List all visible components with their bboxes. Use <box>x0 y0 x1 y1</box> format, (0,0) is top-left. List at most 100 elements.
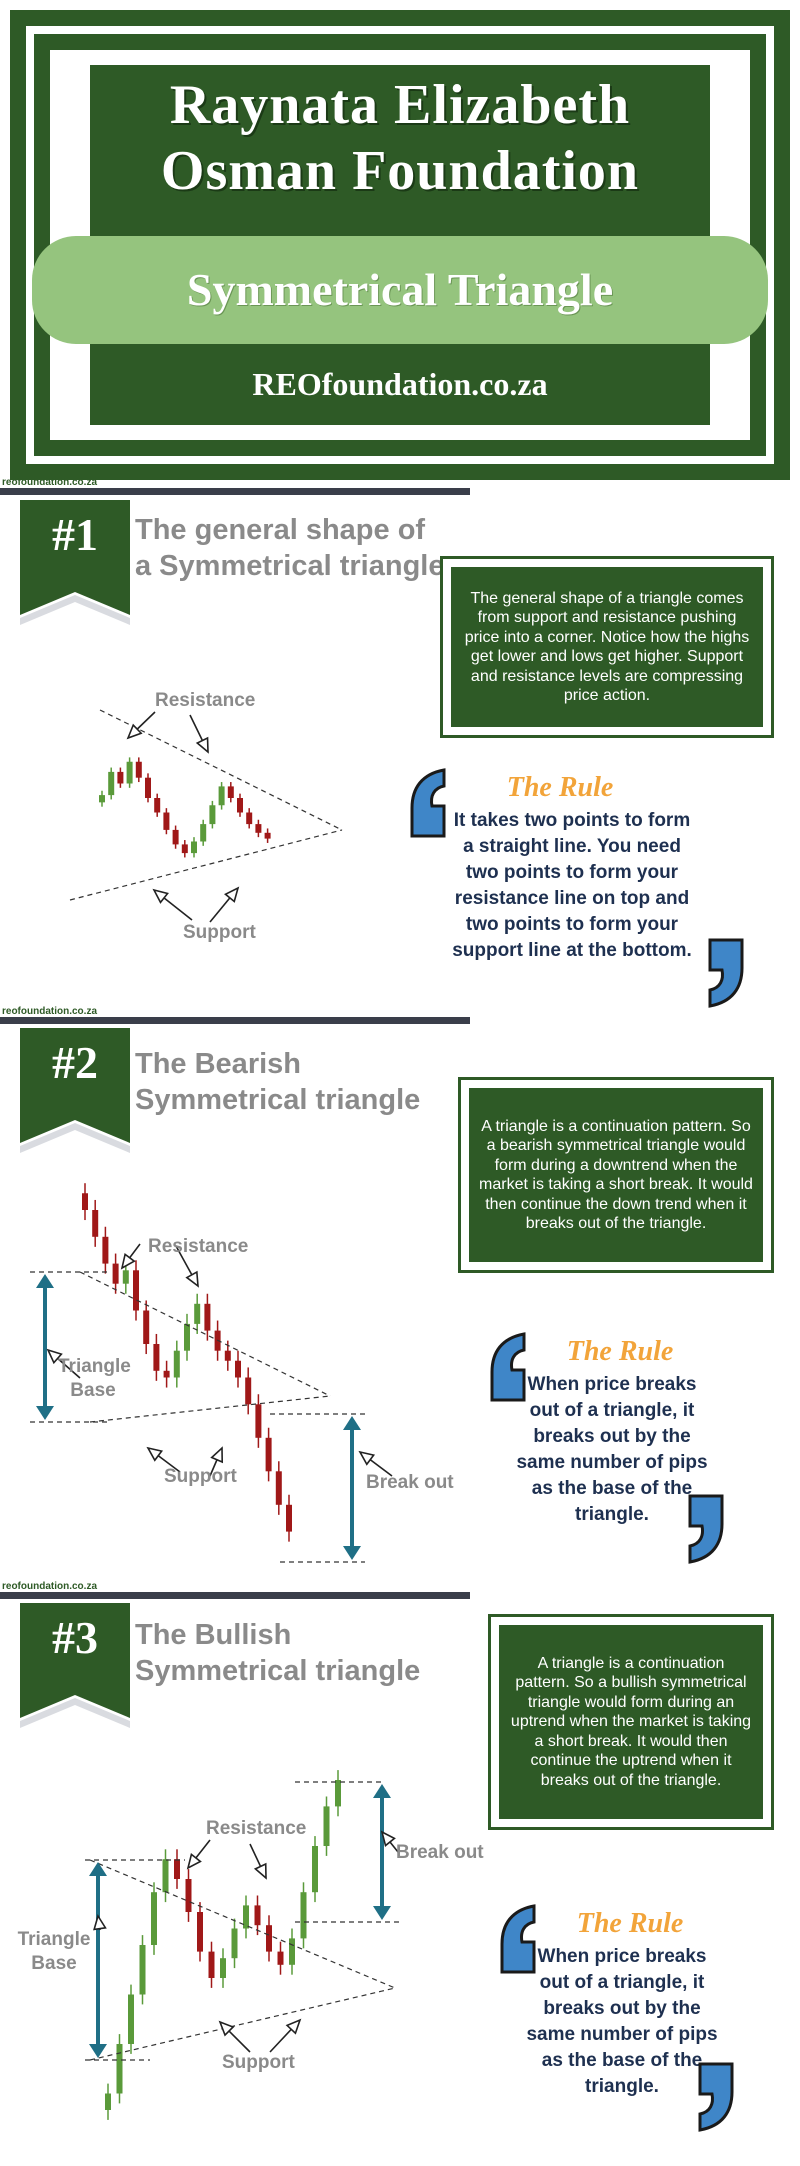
site-url[interactable]: REOfoundation.co.za <box>252 366 548 402</box>
quote-close-icon <box>688 1494 724 1564</box>
chart-1-candle-10 <box>191 841 197 854</box>
section-3-heading-line-2: Symmetrical triangle <box>135 1655 421 1687</box>
section-2-ribbon <box>20 1028 130 1153</box>
title-line-2: Osman Foundation <box>160 140 640 202</box>
chart-3-base-arrow-bottom <box>89 2044 107 2058</box>
chart-3-candle-15 <box>277 1951 284 1965</box>
chart-1-candle-11 <box>200 824 207 842</box>
chart-3-support-label: Support <box>222 2052 295 2073</box>
chart-2-support-label: Support <box>164 1466 237 1487</box>
chart-1-candle-13 <box>218 786 225 806</box>
quote-open-icon <box>500 1904 536 1974</box>
chart-3-candle-16 <box>289 1938 295 1965</box>
chart-1-support-arrow-2-head <box>224 886 240 903</box>
section-2-description-box: A triangle is a continuation pattern. So… <box>458 1077 774 1273</box>
chart-3-candle-8 <box>197 1912 203 1952</box>
chart-1-candle-17 <box>255 824 262 833</box>
chart-3-candle-20 <box>335 1780 341 1807</box>
chart-2-base-arrow-bottom <box>36 1406 54 1420</box>
quote-close-icon <box>698 2062 734 2132</box>
section-1-divider <box>0 488 470 495</box>
chart-2-resistance-line <box>79 1271 331 1397</box>
chart-2-resistance-arrow-2-head <box>185 1270 199 1288</box>
chart-1-candle-5 <box>145 777 151 798</box>
chart-3-resistance-arrow-1-head <box>186 1853 202 1870</box>
chart-3-candle-18 <box>312 1846 318 1893</box>
chart-2-support-arrow-1-head <box>146 1446 164 1462</box>
section-1-ribbon <box>20 500 130 625</box>
chart-1-support-line <box>69 829 343 901</box>
section-3-number: #3 <box>52 1612 98 1663</box>
chart-2-support-line <box>89 1395 331 1423</box>
chart-2-resistance-label: Resistance <box>148 1236 249 1257</box>
chart-2-candle-6 <box>143 1310 150 1344</box>
chart-3-support-arrow-1-head <box>218 2020 235 2037</box>
chart-3-breakout-arrow-top <box>373 1784 391 1798</box>
chart-2-candle-3 <box>112 1263 119 1284</box>
section-1-rule-text: It takes two points to form a straight l… <box>452 810 692 961</box>
chart-1-candle-18 <box>264 832 271 839</box>
chart-2-candle-9 <box>173 1350 180 1378</box>
chart-3-candle-9 <box>208 1951 215 1978</box>
quote-open-icon <box>410 768 446 838</box>
chart-2-base-label: Triangle Base <box>58 1356 131 1401</box>
chart-2-candle-8 <box>163 1370 170 1378</box>
chart-2-candle-1 <box>92 1210 99 1237</box>
chart-1-candle-12 <box>209 805 216 825</box>
chart-2-base-label-arrow-head <box>46 1348 63 1365</box>
chart-2-candle-12 <box>204 1303 211 1331</box>
chart-symmetrical-triangle <box>69 709 343 923</box>
section-3-heading: The Bullish Symmetrical triangle <box>135 1617 420 1689</box>
chart-2-candle-0 <box>82 1193 88 1210</box>
chart-1-support-label: Support <box>183 922 256 943</box>
chart-1-candle-16 <box>246 812 253 825</box>
chart-2-support-arrow-2-head <box>210 1446 224 1464</box>
chart-3-candle-2 <box>128 1994 134 2044</box>
section-1-site-tag: reofoundation.co.za <box>2 477 97 488</box>
chart-1-candle-7 <box>163 812 170 830</box>
section-3-site-tag: reofoundation.co.za <box>2 1581 97 1592</box>
quote-close-icon <box>708 938 744 1008</box>
chart-bearish-triangle <box>30 1183 393 1563</box>
chart-2-breakout-arrow-bottom <box>343 1546 361 1560</box>
section-2-heading: The Bearish Symmetrical triangle <box>135 1046 420 1118</box>
chart-1-candle-3 <box>126 761 133 784</box>
chart-3-support-line <box>89 1987 396 2061</box>
quote-open-icon <box>490 1332 526 1402</box>
chart-1-resistance-line <box>99 709 343 831</box>
chart-3-candle-6 <box>174 1859 180 1879</box>
chart-2-candle-15 <box>235 1360 241 1378</box>
chart-2-candle-4 <box>122 1270 129 1284</box>
chart-2-candle-20 <box>286 1504 292 1532</box>
chart-1-candle-0 <box>99 795 105 803</box>
chart-3-candle-1 <box>116 2044 123 2094</box>
section-1-heading: The general shape of a Symmetrical trian… <box>135 512 444 584</box>
chart-1-candle-6 <box>154 798 161 813</box>
chart-3-candle-13 <box>254 1905 261 1926</box>
chart-3-resistance-arrow-2-head <box>253 1862 267 1880</box>
chart-2-breakout-arrow-top <box>343 1416 361 1430</box>
section-2-heading-line-1: The Bearish <box>135 1048 301 1080</box>
chart-1-candle-15 <box>237 798 243 813</box>
chart-3-base-arrow-top <box>89 1862 107 1876</box>
chart-1-candle-1 <box>108 771 115 796</box>
chart-1-resistance-arrow-2-head <box>195 736 209 754</box>
page-title: Raynata Elizabeth Osman Foundation <box>90 72 710 204</box>
chart-bullish-triangle <box>85 1770 400 2120</box>
chart-3-candle-10 <box>220 1958 226 1978</box>
section-1-heading-line-1: The general shape of <box>135 514 426 546</box>
chart-1-candle-9 <box>181 844 188 854</box>
section-2-number: #2 <box>52 1037 98 1088</box>
chart-3-candle-3 <box>139 1945 146 1995</box>
chart-3-support-arrow-2-head <box>285 2018 302 2035</box>
chart-1-candle-8 <box>172 829 179 845</box>
chart-3-resistance-label: Resistance <box>206 1818 307 1839</box>
section-1-description-box: The general shape of a triangle comes fr… <box>440 556 774 738</box>
chart-3-candle-5 <box>162 1859 169 1893</box>
section-3-heading-line-1: The Bullish <box>135 1619 292 1651</box>
chart-2-breakout-label-arrow-head <box>358 1450 376 1466</box>
chart-1-support-arrow-1-head <box>152 888 169 904</box>
section-2-description: A triangle is a continuation pattern. So… <box>469 1088 763 1262</box>
chart-3-base-label-arrow-head <box>93 1914 107 1931</box>
chart-3-candle-17 <box>300 1892 307 1939</box>
